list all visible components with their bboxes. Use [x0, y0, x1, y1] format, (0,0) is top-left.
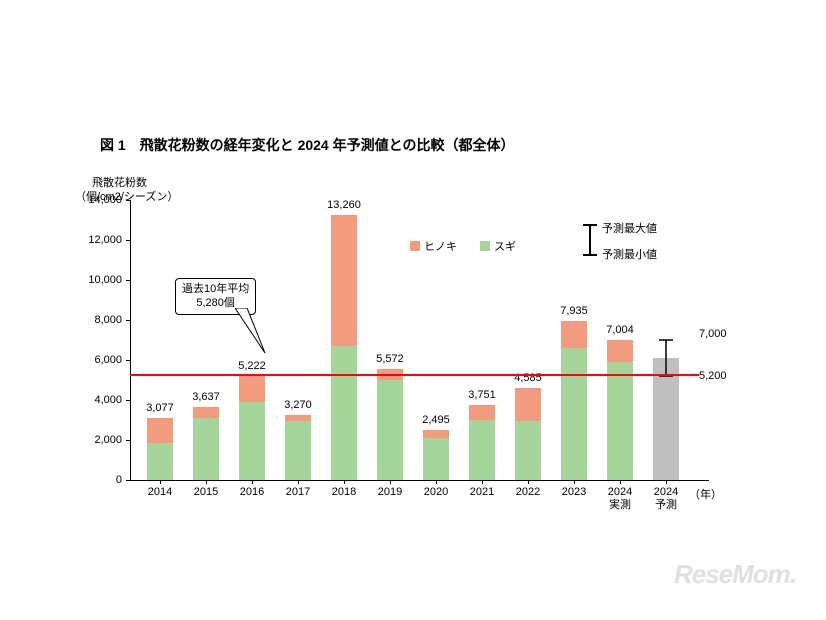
bar-total-label: 2,495	[422, 414, 450, 426]
legend-swatch-hinoki	[410, 241, 420, 251]
bar-sugi	[285, 421, 311, 480]
x-tick-label: 2021	[470, 486, 494, 499]
bar-hinoki	[515, 388, 541, 421]
x-axis-line	[130, 480, 709, 481]
bar-total-label: 13,260	[327, 199, 361, 211]
bar-hinoki	[469, 405, 495, 420]
callout-line1: 過去10年平均	[182, 283, 249, 295]
x-tick-label: 2023	[562, 486, 586, 499]
x-tick	[436, 480, 437, 484]
bar-hinoki	[147, 418, 173, 443]
y-tick	[126, 360, 130, 361]
bar-hinoki	[331, 215, 357, 346]
x-tick-label: 2015	[194, 486, 218, 499]
x-tick	[528, 480, 529, 484]
x-tick-label: 2018	[332, 486, 356, 499]
bar-hinoki	[285, 415, 311, 421]
legend-swatch-sugi	[480, 241, 490, 251]
y-tick-label: 2,000	[0, 434, 122, 446]
y-tick-label: 0	[0, 474, 122, 486]
x-tick	[574, 480, 575, 484]
y-tick	[126, 440, 130, 441]
bar-sugi	[331, 346, 357, 480]
bar-sugi	[193, 418, 219, 480]
x-tick-label: 2020	[424, 486, 448, 499]
x-tick-label: 2017	[286, 486, 310, 499]
x-tick-label: 2014	[148, 486, 172, 499]
x-tick	[666, 480, 667, 484]
bar-total-label: 5,572	[376, 353, 404, 365]
bar-total-label: 3,751	[468, 389, 496, 401]
callout-line2: 5,280個	[196, 297, 235, 309]
y-tick	[126, 480, 130, 481]
bar-sugi	[423, 438, 449, 480]
bar-hinoki	[561, 321, 587, 348]
x-tick	[206, 480, 207, 484]
error-legend-min: 予測最小値	[602, 246, 657, 262]
y-tick-label: 8,000	[0, 314, 122, 326]
legend-hinoki: ヒノキ	[410, 238, 457, 254]
forecast-error-bar	[651, 337, 681, 379]
x-tick-label: 2022	[516, 486, 540, 499]
bar-sugi	[239, 402, 265, 480]
x-axis-unit: （年）	[689, 486, 722, 502]
legend-sugi: スギ	[480, 238, 516, 254]
bar-sugi	[377, 380, 403, 480]
bar-total-label: 3,637	[192, 391, 220, 403]
x-tick-label: 2024 予測	[654, 486, 678, 512]
bar-hinoki	[423, 430, 449, 438]
legend-label-hinoki: ヒノキ	[424, 238, 457, 254]
x-tick	[160, 480, 161, 484]
x-tick-label: 2016	[240, 486, 264, 499]
bar-sugi	[469, 420, 495, 480]
bar-sugi	[607, 362, 633, 480]
y-tick-label: 6,000	[0, 354, 122, 366]
legend-label-sugi: スギ	[494, 238, 516, 254]
y-tick	[126, 240, 130, 241]
x-tick-label: 2019	[378, 486, 402, 499]
bar-hinoki	[239, 376, 265, 402]
x-tick	[298, 480, 299, 484]
bar-total-label: 7,004	[606, 324, 634, 336]
x-tick	[482, 480, 483, 484]
forecast-max-label: 7,000	[699, 328, 727, 340]
avg-line	[130, 374, 699, 376]
callout-pointer	[235, 308, 295, 368]
x-tick-label: 2024 実測	[608, 486, 632, 512]
bar-sugi	[147, 443, 173, 480]
y-tick-label: 14,000	[0, 194, 122, 206]
x-tick	[390, 480, 391, 484]
bar-sugi	[515, 421, 541, 480]
bar-hinoki	[607, 340, 633, 362]
bar-total-label: 3,270	[284, 399, 312, 411]
forecast-min-label: 5,200	[699, 370, 727, 382]
watermark: ReseMom.	[674, 559, 796, 590]
y-tick	[126, 400, 130, 401]
error-legend-bracket	[580, 222, 600, 258]
y-tick-label: 10,000	[0, 274, 122, 286]
y-tick-label: 12,000	[0, 234, 122, 246]
y-tick	[126, 320, 130, 321]
bar-sugi	[561, 348, 587, 480]
x-tick	[252, 480, 253, 484]
bar-total-label: 3,077	[146, 402, 174, 414]
bar-total-label: 7,935	[560, 305, 588, 317]
chart-title: 図 1 飛散花粉数の経年変化と 2024 年予測値との比較（都全体）	[100, 135, 514, 155]
x-tick	[344, 480, 345, 484]
x-tick	[620, 480, 621, 484]
error-legend-max: 予測最大値	[602, 220, 657, 236]
bar-hinoki	[193, 407, 219, 418]
y-tick	[126, 280, 130, 281]
y-axis-line	[130, 200, 131, 480]
y-tick	[126, 200, 130, 201]
y-tick-label: 4,000	[0, 394, 122, 406]
